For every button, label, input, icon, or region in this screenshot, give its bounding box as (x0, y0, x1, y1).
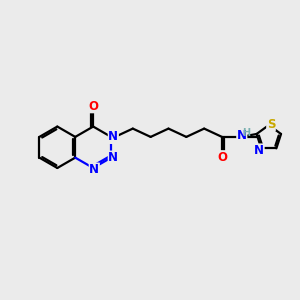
Text: N: N (108, 151, 118, 164)
Text: N: N (89, 163, 99, 176)
Text: N: N (108, 130, 118, 143)
Text: H: H (242, 128, 250, 138)
Text: N: N (254, 144, 264, 157)
Text: S: S (267, 118, 275, 130)
Text: O: O (88, 100, 98, 113)
Text: N: N (237, 129, 247, 142)
Text: O: O (217, 151, 227, 164)
